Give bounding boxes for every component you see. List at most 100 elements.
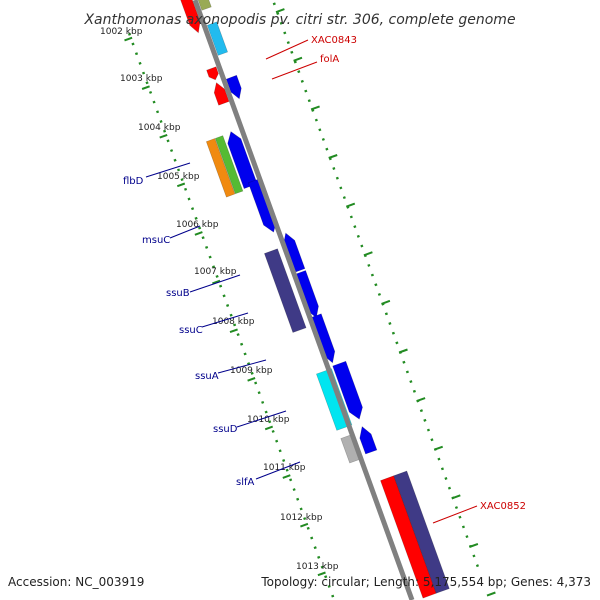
gene-label-flbd[interactable]: flbD — [123, 176, 144, 187]
ruler-label: 1002 kbp — [100, 27, 143, 37]
tick-mark — [272, 2, 276, 6]
tick-mark — [405, 370, 409, 374]
major-tick — [124, 36, 133, 42]
tick-mark — [377, 292, 381, 296]
major-tick — [282, 474, 291, 479]
gene-feature — [213, 82, 230, 106]
tick-mark — [141, 71, 146, 75]
tick-mark — [268, 420, 272, 424]
tick-mark — [184, 187, 188, 191]
gene-label-xac0843[interactable]: XAC0843 — [311, 35, 357, 46]
tick-mark — [233, 323, 237, 327]
tick-mark — [447, 486, 452, 490]
gene-feature — [332, 360, 363, 420]
ruler-label: 1004 kbp — [138, 123, 181, 133]
tick-mark — [303, 517, 307, 521]
tick-mark — [461, 525, 465, 529]
tick-mark — [163, 129, 167, 133]
tick-mark — [426, 428, 431, 432]
tick-mark — [159, 120, 163, 123]
ruler-label: 1013 kbp — [296, 562, 339, 572]
tick-mark — [169, 149, 174, 153]
tick-mark — [212, 265, 216, 269]
tick-mark — [152, 100, 156, 104]
tick-mark — [360, 244, 364, 248]
tick-mark — [475, 564, 480, 568]
label-leader — [201, 312, 249, 328]
tick-mark — [314, 118, 318, 122]
major-tick — [212, 279, 221, 285]
ruler-label: 1012 kbp — [280, 513, 323, 523]
major-tick — [469, 542, 479, 548]
tick-mark — [247, 362, 251, 366]
major-tick — [363, 251, 373, 257]
gene-label-ssuc[interactable]: ssuC — [179, 325, 203, 336]
tick-mark — [335, 176, 339, 180]
major-tick — [310, 105, 320, 111]
tick-mark — [299, 507, 303, 511]
gene-feature — [225, 74, 242, 100]
tick-mark — [307, 99, 311, 103]
tick-mark — [388, 322, 392, 325]
tick-mark — [279, 21, 283, 25]
tick-mark — [472, 554, 476, 558]
tick-mark — [321, 137, 325, 141]
label-leader — [255, 461, 301, 480]
tick-mark — [289, 478, 293, 482]
tick-mark — [317, 555, 321, 559]
label-leader — [217, 359, 267, 374]
tick-marks — [124, 2, 496, 598]
tick-mark — [430, 438, 434, 442]
tick-mark — [250, 371, 254, 375]
tick-mark — [297, 70, 301, 74]
tick-mark — [282, 459, 286, 462]
major-tick — [486, 591, 496, 597]
gene-feature — [393, 470, 450, 594]
tick-mark — [278, 449, 282, 453]
label-leader — [236, 410, 287, 428]
gene-label-msuc[interactable]: msuC — [142, 235, 170, 246]
tick-mark — [353, 225, 357, 229]
tick-mark — [236, 333, 240, 337]
gene-label-fola[interactable]: folA — [320, 54, 339, 65]
tick-mark — [201, 236, 205, 240]
label-leader — [271, 61, 318, 80]
tick-mark — [356, 234, 360, 238]
label-leader — [169, 225, 201, 239]
tick-mark — [264, 410, 268, 414]
tick-mark — [286, 41, 290, 45]
tick-mark — [300, 79, 304, 83]
major-tick — [381, 299, 391, 305]
accession-text: Accession: NC_003919 — [8, 575, 144, 589]
major-tick — [317, 571, 326, 577]
tick-mark — [226, 304, 230, 307]
gene-feature — [264, 248, 307, 333]
gene-feature — [180, 0, 201, 34]
tick-mark — [292, 488, 296, 492]
tick-mark — [261, 400, 265, 404]
gene-label-ssud[interactable]: ssuD — [213, 424, 238, 435]
major-tick — [247, 377, 256, 382]
tick-mark — [444, 477, 448, 480]
tick-mark — [215, 274, 219, 278]
tick-mark — [166, 139, 170, 143]
major-tick — [293, 56, 303, 62]
gene-feature — [206, 21, 228, 56]
tick-mark — [304, 89, 308, 93]
tick-mark — [311, 108, 315, 112]
major-tick — [275, 8, 285, 14]
gene-label-slfa[interactable]: slfA — [236, 477, 255, 488]
tick-mark — [458, 515, 462, 519]
gene-label-xac0852[interactable]: XAC0852 — [480, 501, 526, 512]
gene-label-ssub[interactable]: ssuB — [166, 288, 190, 299]
gene-label-ssua[interactable]: ssuA — [195, 371, 219, 382]
tick-mark — [419, 409, 423, 413]
tick-mark — [306, 526, 310, 530]
tick-mark — [243, 352, 247, 356]
major-tick — [159, 133, 168, 139]
label-leader — [265, 39, 309, 60]
tick-mark — [454, 506, 459, 510]
tick-mark — [367, 263, 371, 267]
tick-mark — [257, 391, 261, 395]
tick-mark — [339, 186, 343, 190]
